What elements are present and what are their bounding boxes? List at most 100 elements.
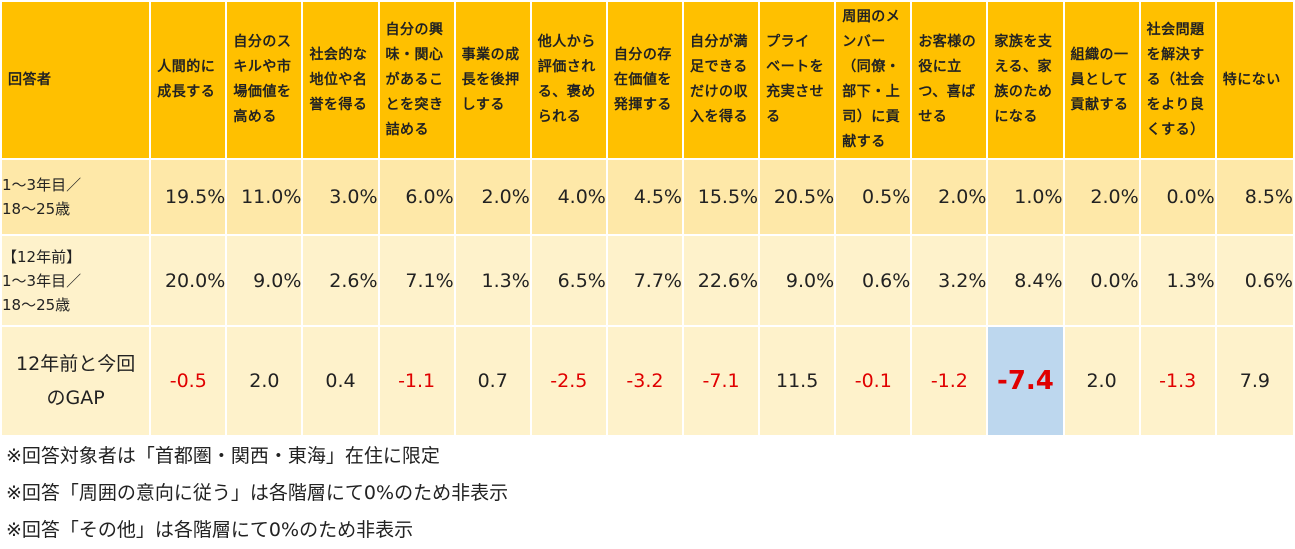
column-header: 組織の一員として貢献する [1062,0,1141,160]
data-cell: 8.4% [986,234,1065,327]
table-row: 1～3年目／ 18～25歳 19.5% 11.0% 3.0% 6.0% 2.0% 4.0% 4.… [0,158,1295,236]
header-text: 味・関心 [385,46,444,63]
header-text: 事業の成 [461,46,520,63]
column-header: 自分の興 味・関心 があるこ とを突き 詰める [377,0,456,160]
data-cell: -0.5 [149,325,228,437]
header-text: をより良 [1146,96,1205,113]
header-text: られる [537,109,582,125]
column-header: 自分が満 足できる だけの収 入を得る [681,0,761,160]
data-cell: -1.2 [910,325,989,437]
row-label: 【12年前】 1～3年目／ 18～25歳 [0,234,152,327]
header-text: 司）に貢 [842,109,901,125]
row-label-text: 12年前と今回 [16,353,136,375]
data-cell: 22.6% [681,234,761,327]
header-text: になる [994,109,1038,125]
data-cell: 2.0% [453,158,532,236]
header-text: 献する [842,134,886,150]
header-text: 他人から [537,34,596,50]
column-header: 自分の存 在価値を 発揮する [605,0,684,160]
data-cell: 0.7 [453,325,532,437]
data-cell: 6.0% [377,158,456,236]
data-cell: 7.1% [377,234,456,327]
header-text: 特にない [1222,71,1281,88]
header-text: キルや市 [233,59,292,75]
data-cell: 7.9 [1214,325,1295,437]
header-text: 部下・上 [842,84,901,100]
footnote: ※回答「その他」は各階層にて0%のため非表示 [6,519,414,541]
header-text: 在価値を [613,71,672,88]
header-text: る、褒め [537,84,596,100]
data-cell: 2.0% [910,158,989,236]
data-cell: 0.0% [1138,158,1217,236]
row-label-text: 【12年前】 [2,247,82,266]
column-header: 自分のス キルや市 場価値を 高める [225,0,304,160]
header-text: 入を得る [689,109,748,125]
data-cell: 2.0 [225,325,304,437]
header-text: 長を後押 [461,71,520,88]
column-header: お客様の 役に立 つ、喜ば せる [910,0,989,160]
data-cell: 4.0% [529,158,608,236]
header-text: 高める [233,109,277,125]
data-cell: -1.3 [1138,325,1217,437]
row-label-text: 18～25歳 [2,200,71,218]
data-cell: 0.6% [834,234,913,327]
row-label-text: 18～25歳 [2,295,71,314]
data-cell: 6.5% [529,234,608,327]
header-text: える、家 [994,59,1053,75]
header-text: る [766,109,781,125]
header-text: 充実させ [766,84,825,100]
column-header: 特にない [1214,0,1295,160]
data-cell: 20.0% [149,234,228,327]
data-cell: 9.0% [758,234,837,327]
header-text: 族のため [994,84,1053,100]
row-label: 1～3年目／ 18～25歳 [0,158,152,236]
header-text: ンバー [842,34,886,50]
header-text: 誉を得る [309,96,368,113]
column-header: 社会的な地位や名誉を得る [301,0,380,160]
header-text: 家族を支 [994,34,1053,50]
row-label: 12年前と今回 のGAP [0,325,152,437]
header-text: せる [918,109,948,125]
column-header: 周囲のメ ンバー （同僚・ 部下・上 司）に貢 献する [834,0,913,160]
data-cell: 1.3% [1138,234,1217,327]
header-text: くする） [1146,121,1205,138]
data-cell: 19.5% [149,158,228,236]
footnote: ※回答「周囲の意向に従う」は各階層にて0%のため非表示 [6,482,509,504]
data-cell: -3.2 [605,325,684,437]
header-text: 自分が満 [689,34,748,50]
column-header: 家族を支える、家族のためになる [986,0,1065,160]
data-cell: 9.0% [225,234,304,327]
data-cell: 11.0% [225,158,304,236]
data-cell: 0.5% [834,158,913,236]
header-text: 詰める [385,121,430,138]
header-text: があるこ [385,71,444,88]
data-cell: 1.3% [453,234,532,327]
column-header: 人間的に 成長する [149,0,228,160]
column-header-respondent: 回答者 [0,0,152,160]
column-header: 事業の成長を後押しする [453,0,532,160]
header-text: 地位や名 [309,71,368,88]
header-text: しする [461,96,505,113]
data-cell: 0.4 [301,325,380,437]
header-text: 員として [1070,71,1129,88]
data-cell: 4.5% [605,158,684,236]
data-cell: 3.2% [910,234,989,327]
data-cell: 2.6% [301,234,380,327]
header-text: 貢献する [1070,96,1129,113]
data-cell: 0.6% [1214,234,1295,327]
header-text: だけの収 [689,84,748,100]
column-header: プライベートを充実させる [758,0,837,160]
header-text: （同僚・ [842,59,901,75]
header-text: る（社会 [1146,71,1205,88]
header-text: 組織の一 [1070,46,1129,63]
header-text: 成長する [157,84,216,100]
header-text: 自分のス [233,34,292,50]
data-cell: 15.5% [681,158,761,236]
data-cell: 2.0% [1062,158,1141,236]
header-text: ベートを [766,59,825,75]
header-text: 自分の存 [613,46,672,63]
header-text: プライ [766,34,810,50]
header-text: 社会的な [309,46,368,63]
data-cell: 0.0% [1062,234,1141,327]
column-header: 他人から 評価され る、褒め られる [529,0,608,160]
